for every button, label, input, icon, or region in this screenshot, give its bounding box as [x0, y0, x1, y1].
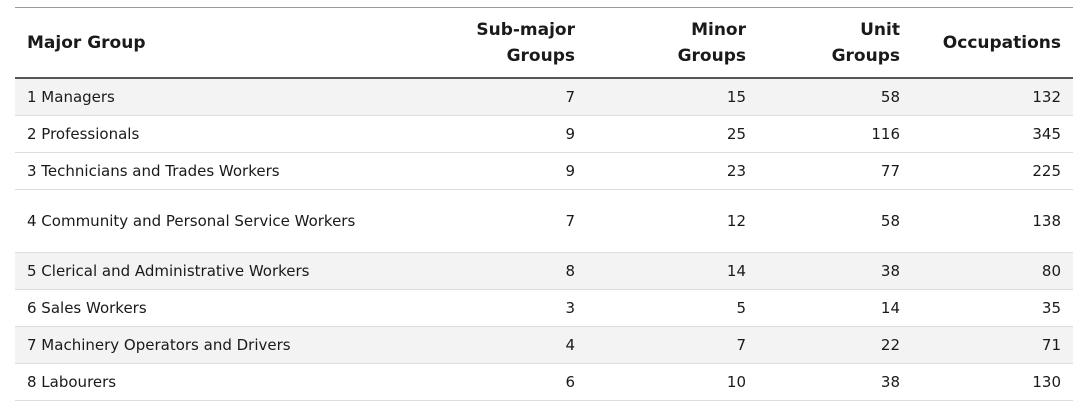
table-row: 5 Clerical and Administrative Workers 8 …: [15, 252, 1073, 290]
cell-occupations: 71: [1041, 336, 1061, 354]
header-minor-line2: Groups: [677, 45, 746, 66]
table-body: 1 Managers 7 15 58 132 2 Professionals 9…: [15, 78, 1073, 401]
header-occupations: Occupations: [912, 8, 1073, 79]
table-row: 4 Community and Personal Service Workers…: [15, 190, 1073, 253]
header-unit-line1: Unit: [860, 19, 900, 40]
cell-major-group: 7 Machinery Operators and Drivers: [27, 336, 291, 354]
table-row: 1 Managers 7 15 58 132: [15, 78, 1073, 116]
cell-major-group: 2 Professionals: [27, 125, 140, 143]
cell-minor-groups: 5: [736, 299, 746, 317]
cell-occupations: 80: [1041, 262, 1061, 280]
cell-unit-groups: 14: [880, 299, 900, 317]
cell-major-group: 1 Managers: [27, 88, 115, 106]
cell-unit-groups: 38: [880, 373, 900, 391]
cell-occupations: 35: [1041, 299, 1061, 317]
header-minor-groups: Minor Groups: [587, 8, 758, 79]
cell-unit-groups: 22: [880, 336, 900, 354]
cell-minor-groups: 12: [726, 212, 746, 230]
cell-minor-groups: 25: [726, 125, 746, 143]
cell-occupations: 138: [1032, 212, 1061, 230]
cell-occupations: 345: [1032, 125, 1061, 143]
cell-sub-major-groups: 6: [565, 373, 575, 391]
header-sub-major-line2: Groups: [506, 45, 575, 66]
table-row: 8 Labourers 6 10 38 130: [15, 364, 1073, 401]
cell-unit-groups: 77: [880, 162, 900, 180]
cell-minor-groups: 10: [726, 373, 746, 391]
cell-major-group: 4 Community and Personal Service Workers: [27, 212, 356, 230]
cell-minor-groups: 14: [726, 262, 746, 280]
header-minor-line1: Minor: [691, 19, 746, 40]
cell-sub-major-groups: 9: [565, 162, 575, 180]
cell-sub-major-groups: 8: [565, 262, 575, 280]
header-sub-major-groups: Sub-major Groups: [460, 8, 587, 79]
header-unit-line2: Groups: [831, 45, 900, 66]
cell-sub-major-groups: 3: [565, 299, 575, 317]
cell-occupations: 225: [1032, 162, 1061, 180]
cell-sub-major-groups: 4: [565, 336, 575, 354]
cell-minor-groups: 15: [726, 88, 746, 106]
cell-major-group: 3 Technicians and Trades Workers: [27, 162, 280, 180]
header-major-group: Major Group: [15, 8, 460, 79]
cell-major-group: 6 Sales Workers: [27, 299, 147, 317]
header-row: Major Group Sub-major Groups Minor Group…: [15, 7, 1073, 79]
table-row: 2 Professionals 9 25 116 345: [15, 116, 1073, 153]
cell-sub-major-groups: 7: [565, 88, 575, 106]
cell-unit-groups: 116: [871, 125, 900, 143]
cell-major-group: 8 Labourers: [27, 373, 117, 391]
cell-sub-major-groups: 7: [565, 212, 575, 230]
cell-occupations: 130: [1032, 373, 1061, 391]
major-groups-table: Major Group Sub-major Groups Minor Group…: [15, 7, 1073, 401]
table-header: Major Group Sub-major Groups Minor Group…: [15, 7, 1073, 79]
cell-unit-groups: 38: [880, 262, 900, 280]
cell-unit-groups: 58: [880, 88, 900, 106]
cell-minor-groups: 7: [736, 336, 746, 354]
header-sub-major-line1: Sub-major: [476, 19, 575, 40]
header-occupations-label: Occupations: [942, 32, 1061, 53]
cell-occupations: 132: [1032, 88, 1061, 106]
table-row: 7 Machinery Operators and Drivers 4 7 22…: [15, 326, 1073, 364]
cell-unit-groups: 58: [880, 212, 900, 230]
cell-major-group: 5 Clerical and Administrative Workers: [27, 262, 310, 280]
header-major-group-label: Major Group: [27, 32, 146, 53]
cell-sub-major-groups: 9: [565, 125, 575, 143]
header-unit-groups: Unit Groups: [758, 8, 912, 79]
cell-minor-groups: 23: [726, 162, 746, 180]
table-row: 3 Technicians and Trades Workers 9 23 77…: [15, 153, 1073, 190]
table-row: 6 Sales Workers 3 5 14 35: [15, 290, 1073, 327]
